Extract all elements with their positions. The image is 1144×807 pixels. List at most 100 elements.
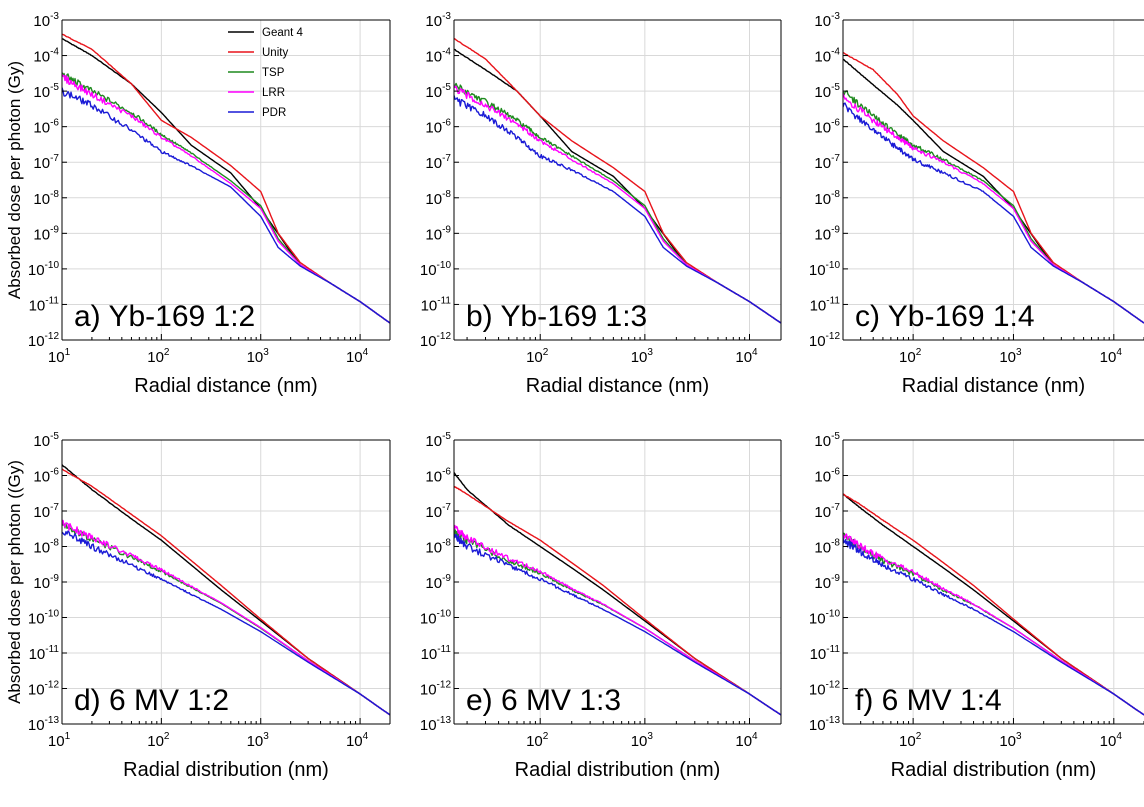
series-line-pdr xyxy=(62,530,390,716)
y-tick-exponent: -5 xyxy=(50,431,59,442)
y-tick-label: 10-10 xyxy=(809,609,841,628)
x-tick-label: 103 xyxy=(247,731,270,750)
y-tick-label: 10-11 xyxy=(810,295,841,314)
y-tick-label: 10-12 xyxy=(809,331,841,350)
y-tick-label: 10-7 xyxy=(425,153,451,172)
y-tick-label: 10-5 xyxy=(814,82,840,101)
y-tick-base: 10 xyxy=(814,191,831,208)
y-tick-label: 10-8 xyxy=(33,189,59,208)
series-group xyxy=(62,464,390,716)
y-tick-label: 10-6 xyxy=(425,467,451,486)
y-tick-base: 10 xyxy=(814,504,831,521)
y-tick-base: 10 xyxy=(814,226,831,243)
y-tick-label: 10-10 xyxy=(420,609,452,628)
x-tick-exponent: 2 xyxy=(543,347,549,358)
x-tick-base: 10 xyxy=(735,733,752,750)
x-tick-label: 104 xyxy=(346,347,369,366)
y-tick-base: 10 xyxy=(29,297,46,314)
x-tick-exponent: 3 xyxy=(1016,347,1022,358)
x-tick-label: 102 xyxy=(147,347,170,366)
panel-label: b) Yb-169 1:3 xyxy=(466,300,647,333)
tick-marks xyxy=(454,439,782,725)
x-tick-exponent: 4 xyxy=(1116,731,1122,742)
y-tick-base: 10 xyxy=(814,540,831,557)
x-tick-base: 10 xyxy=(48,349,65,366)
y-tick-exponent: -7 xyxy=(50,502,59,513)
series-line-pdr xyxy=(62,87,390,324)
y-tick-label: 10-8 xyxy=(33,538,59,557)
y-tick-base: 10 xyxy=(425,575,442,592)
y-tick-exponent: -9 xyxy=(50,224,59,235)
y-tick-exponent: -10 xyxy=(437,609,452,620)
y-tick-exponent: -12 xyxy=(45,680,60,691)
x-tick-exponent: 4 xyxy=(363,731,369,742)
y-tick-base: 10 xyxy=(425,191,442,208)
legend-label: PDR xyxy=(262,107,286,119)
tick-marks xyxy=(454,19,782,341)
y-tick-base: 10 xyxy=(33,540,50,557)
y-tick-base: 10 xyxy=(420,262,437,279)
y-tick-exponent: -4 xyxy=(50,47,59,58)
series-line-unity xyxy=(62,33,390,324)
y-tick-base: 10 xyxy=(425,155,442,172)
y-tick-exponent: -5 xyxy=(442,431,451,442)
series-group xyxy=(454,37,781,324)
y-tick-label: 10-6 xyxy=(33,118,59,137)
y-tick-label: 10-11 xyxy=(810,644,841,663)
x-tick-exponent: 3 xyxy=(1016,731,1022,742)
y-tick-exponent: -8 xyxy=(50,189,59,200)
y-tick-base: 10 xyxy=(814,84,831,101)
chart-panel-1: 101 102 103 10410-1210-1110-1010-910-810-71… xyxy=(5,11,391,397)
y-tick-base: 10 xyxy=(28,682,45,699)
y-tick-base: 10 xyxy=(33,226,50,243)
tick-marks xyxy=(61,439,391,725)
y-tick-label: 10-7 xyxy=(814,502,840,521)
y-tick-label: 10-5 xyxy=(425,431,451,450)
x-tick-label: 104 xyxy=(1100,347,1123,366)
y-tick-exponent: -8 xyxy=(442,189,451,200)
x-tick-label: 104 xyxy=(735,347,758,366)
x-tick-exponent: 1 xyxy=(65,347,71,358)
y-tick-exponent: -10 xyxy=(45,260,60,271)
tick-marks xyxy=(842,439,1144,725)
y-tick-exponent: -10 xyxy=(437,260,452,271)
x-axis-title: Radial distribution (nm) xyxy=(515,759,721,781)
y-tick-base: 10 xyxy=(425,540,442,557)
panel-label: f) 6 MV 1:4 xyxy=(855,684,1002,717)
y-tick-label: 10-6 xyxy=(33,467,59,486)
y-tick-label: 10-4 xyxy=(814,47,840,66)
x-tick-exponent: 4 xyxy=(363,347,369,358)
y-tick-exponent: -10 xyxy=(45,609,60,620)
y-tick-exponent: -8 xyxy=(442,538,451,549)
y-tick-base: 10 xyxy=(809,682,826,699)
y-tick-base: 10 xyxy=(33,191,50,208)
x-tick-exponent: 2 xyxy=(916,347,922,358)
x-tick-base: 10 xyxy=(1100,349,1117,366)
y-tick-label: 10-10 xyxy=(420,260,452,279)
y-tick-exponent: -10 xyxy=(826,609,841,620)
y-tick-exponent: -5 xyxy=(50,82,59,93)
y-tick-base: 10 xyxy=(425,226,442,243)
y-tick-base: 10 xyxy=(810,646,827,663)
y-tick-label: 10-8 xyxy=(425,538,451,557)
y-tick-label: 10-4 xyxy=(33,47,59,66)
panel-label: a) Yb-169 1:2 xyxy=(74,300,255,333)
y-tick-label: 10-3 xyxy=(814,11,840,30)
y-tick-exponent: -13 xyxy=(437,715,452,726)
y-tick-label: 10-8 xyxy=(425,189,451,208)
y-tick-exponent: -11 xyxy=(45,295,59,306)
y-tick-exponent: -11 xyxy=(45,644,59,655)
y-tick-exponent: -13 xyxy=(45,715,60,726)
y-tick-label: 10-12 xyxy=(809,680,841,699)
y-tick-exponent: -7 xyxy=(442,153,451,164)
y-tick-base: 10 xyxy=(425,49,442,66)
y-tick-exponent: -3 xyxy=(831,11,840,22)
y-tick-label: 10-8 xyxy=(814,189,840,208)
y-tick-label: 10-4 xyxy=(425,47,451,66)
axes-frame xyxy=(61,19,391,341)
x-tick-exponent: 3 xyxy=(647,731,653,742)
y-tick-base: 10 xyxy=(33,13,50,30)
x-tick-base: 10 xyxy=(147,349,164,366)
y-tick-exponent: -4 xyxy=(442,47,451,58)
